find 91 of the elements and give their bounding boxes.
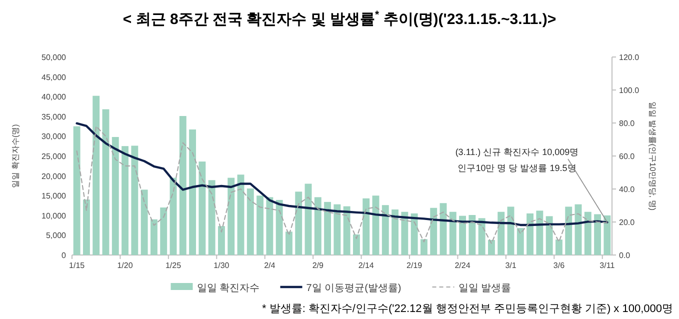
bar (150, 219, 158, 255)
y-tick-label: 45,000 (42, 72, 67, 82)
bar (189, 129, 196, 255)
bar (449, 212, 456, 255)
y2-tick-label: 120.0 (619, 53, 640, 62)
bar (73, 126, 80, 255)
bar (218, 226, 225, 255)
chart-title: < 최근 8주간 전국 확진자수 및 발생률$^{*}$ 추이(명)('23.1.15.~3.11.)> (122, 9, 556, 28)
legend-label: 일일 확진자수 (196, 283, 260, 294)
bar (352, 234, 360, 255)
bar (594, 214, 602, 255)
y2-tick-label: 60.0 (619, 152, 636, 161)
bar (122, 146, 129, 255)
bar (285, 232, 292, 255)
bar (304, 184, 312, 255)
x-tick-label: 2/4 (264, 261, 276, 270)
y2-tick-label: 40.0 (619, 185, 636, 194)
y2-tick-label: 20.0 (619, 218, 636, 227)
bar (362, 198, 370, 255)
bar (160, 207, 168, 255)
bar (459, 216, 466, 255)
line-series (76, 126, 608, 244)
y-tick-label: 25,000 (42, 152, 67, 161)
bar (82, 200, 90, 255)
bar (208, 180, 216, 255)
y-tick-label: 10,000 (42, 211, 67, 220)
y-tick-label: 15,000 (42, 192, 67, 201)
text: * 발생률: 확진자수/인구수('22.12월 행정안전부 주민등록인구현황 기준) x 100,000명 (262, 303, 673, 315)
y-tick-label: 5,000 (46, 231, 67, 240)
bar (198, 162, 206, 255)
bar (420, 239, 428, 255)
bar (401, 212, 408, 255)
bar (604, 215, 611, 255)
bar (478, 218, 486, 255)
bar (334, 204, 341, 255)
y-axis-title: 일일 확진자수(명) (11, 124, 20, 188)
x-tick-label: 1/25 (165, 261, 182, 270)
bar (565, 206, 572, 255)
bar (246, 188, 254, 255)
bar (536, 210, 544, 255)
x-tick-label: 1/15 (69, 261, 86, 270)
bar (140, 190, 148, 255)
x-tick-label: 3/11 (600, 261, 616, 270)
y-tick-label: 35,000 (42, 112, 67, 122)
x-tick-label: 2/14 (358, 261, 374, 270)
x-tick-label: 3/6 (553, 261, 566, 270)
x-tick-label: 2/19 (406, 261, 423, 270)
bar (131, 146, 138, 255)
bar (343, 206, 350, 255)
bar (276, 200, 283, 255)
bar (584, 212, 592, 255)
bar (468, 215, 476, 255)
bar (382, 205, 389, 255)
bar (179, 116, 186, 255)
bar (488, 240, 495, 255)
x-tick-label: 1/30 (214, 261, 230, 270)
x-tick-label: 1/20 (117, 261, 134, 270)
y2-tick-label: 100.0 (619, 86, 640, 95)
bar (324, 202, 332, 255)
bar (237, 174, 244, 255)
bar (228, 178, 235, 255)
bar (256, 196, 264, 255)
y2-tick-label: 80.0 (619, 119, 636, 128)
x-tick-label: 3/1 (505, 261, 517, 270)
annotation: (3.11.) 신규 확진자수 10,009명 인구10만 명 당 발생률 19.5명 (455, 147, 579, 173)
bar (546, 216, 553, 255)
y-tick-label: 40,000 (42, 92, 67, 102)
x-tick-label: 2/9 (312, 261, 324, 270)
y2-axis-title: 일일 발생률(인구10만명당, 명) (648, 102, 657, 211)
bar (295, 192, 302, 255)
bar (430, 208, 438, 255)
line-series (76, 122, 608, 226)
bar (392, 209, 399, 255)
bar (498, 212, 505, 255)
y2-tick-label: 0.0 (619, 251, 631, 260)
y-tick-label: 30,000 (42, 132, 67, 142)
bar (314, 197, 322, 255)
bar (555, 240, 562, 255)
legend-label: 7일 이동평균(발생률) (306, 283, 402, 294)
bar (526, 213, 534, 255)
bar (410, 213, 418, 255)
bar (102, 109, 110, 255)
y-tick-label: 50,000 (42, 53, 67, 62)
y-tick-label: 20,000 (42, 172, 67, 181)
bar (92, 96, 100, 255)
x-tick-label: 2/24 (454, 261, 471, 270)
bar (516, 228, 524, 255)
y-tick-label: 0 (62, 251, 67, 260)
bar (266, 197, 274, 255)
bar (112, 136, 119, 255)
legend-label: 일일 발생률 (458, 283, 512, 294)
